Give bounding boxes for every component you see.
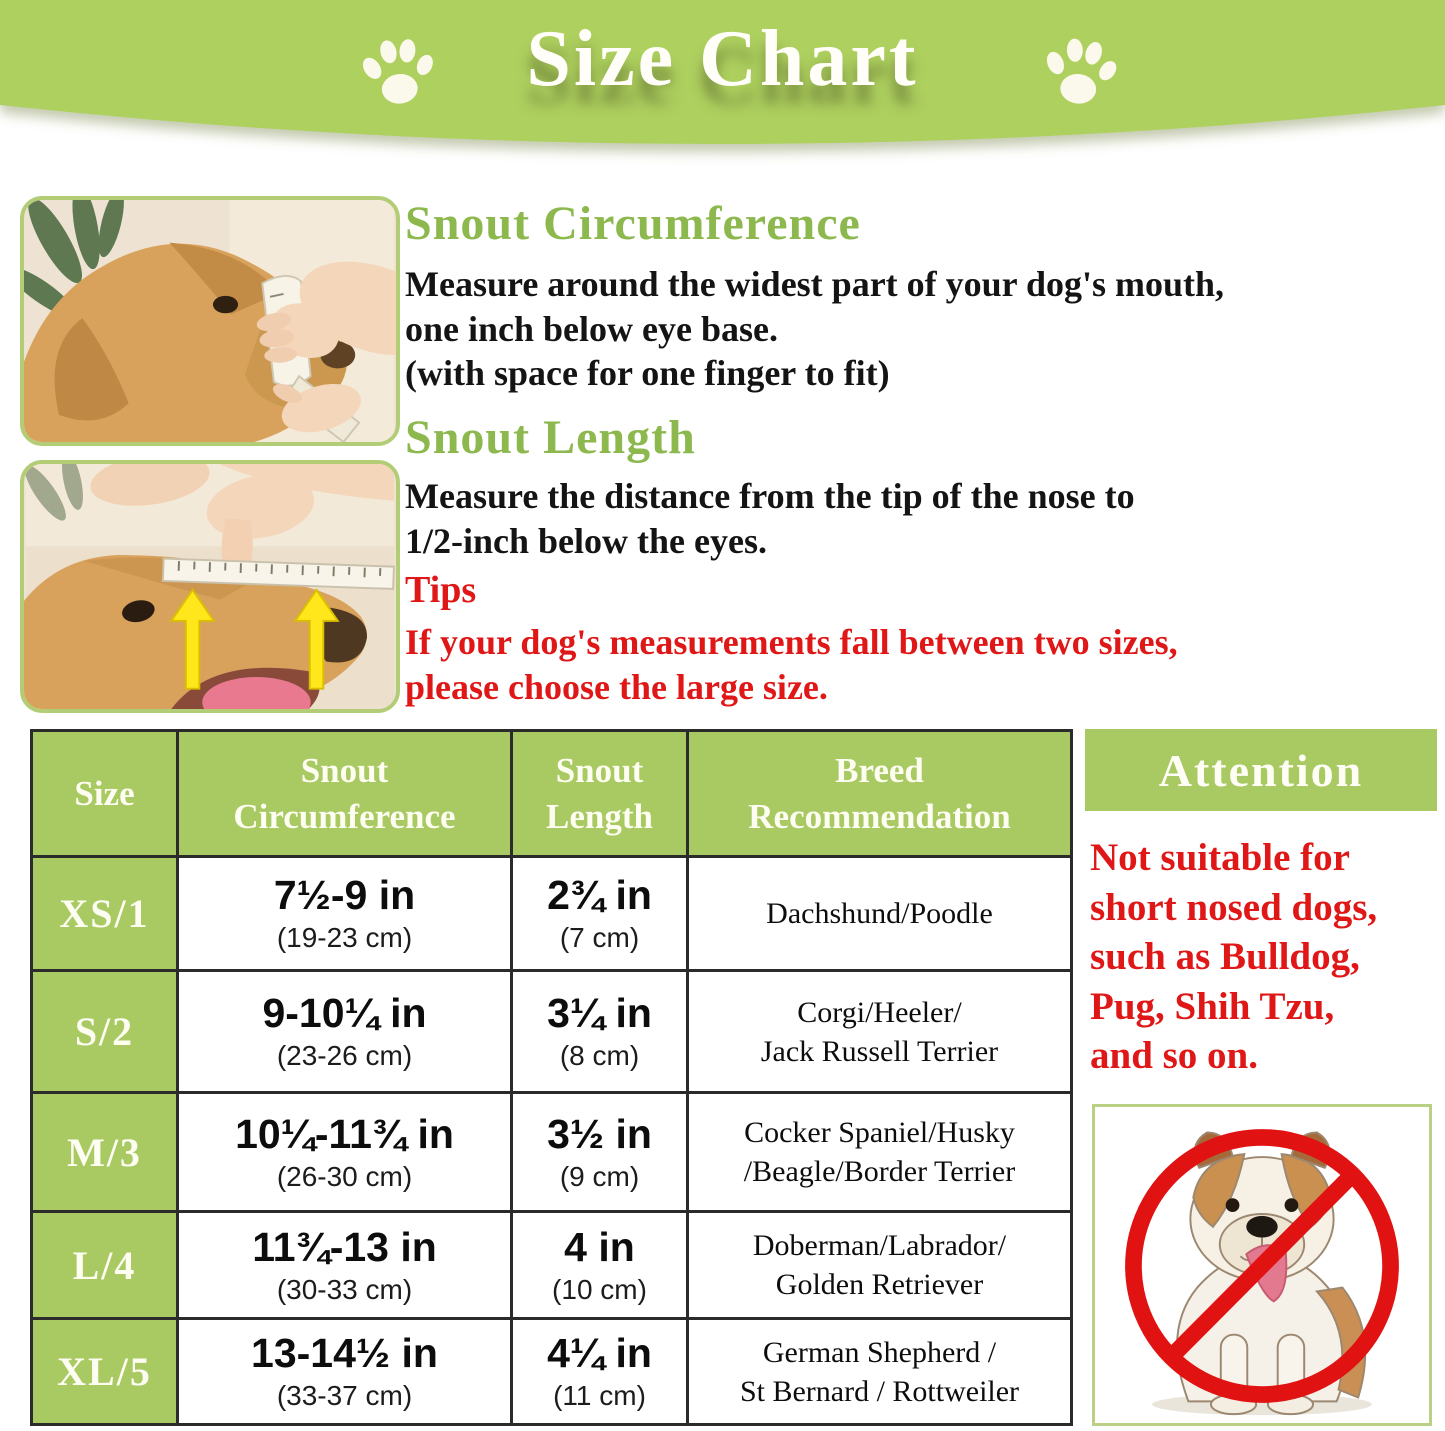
page-title: Size Chart (526, 15, 919, 103)
size-value: L/4 (30, 1210, 179, 1320)
table-row: XL/5 13-14½ in (33-37 cm) 4¼ in (11 cm) … (30, 1317, 1073, 1426)
col-header-breed: Breed Recommendation (686, 729, 1073, 858)
breed-recommendation: German Shepherd / St Bernard / Rottweile… (686, 1317, 1073, 1426)
no-sign-icon (1125, 1129, 1399, 1403)
size-table: Size Snout Circumference Snout Length Br… (30, 729, 1073, 1426)
circumference-in: 10¼-11¾ in (235, 1110, 454, 1157)
banner-background (0, 0, 1445, 144)
snout-circumference-photo (20, 196, 400, 446)
col-header-snout-length: Snout Length (510, 729, 689, 858)
breed-recommendation: Dachshund/Poodle (686, 855, 1073, 972)
length-in: 3¼ in (547, 990, 652, 1037)
tips-text: If your dog's measurements fall between … (405, 622, 1178, 707)
circumference-in: 11¾-13 in (252, 1223, 437, 1270)
length-in: 2¾ in (547, 872, 652, 919)
breed-recommendation: Cocker Spaniel/Husky /Beagle/Border Terr… (686, 1091, 1073, 1213)
length-in: 4¼ in (547, 1330, 652, 1377)
prohibited-bulldog-image (1092, 1104, 1432, 1426)
table-row: M/3 10¼-11¾ in (26-30 cm) 3½ in (9 cm) C… (30, 1091, 1073, 1213)
snout-circumference-heading: Snout Circumference (405, 197, 861, 250)
breed-recommendation: Corgi/Heeler/ Jack Russell Terrier (686, 969, 1073, 1094)
table-row: XS/1 7½-9 in (19-23 cm) 2¾ in (7 cm) Dac… (30, 855, 1073, 972)
circumference-in: 13-14½ in (251, 1330, 438, 1377)
circumference-cm: (23-26 cm) (276, 1040, 413, 1072)
paw-print-icon (362, 39, 433, 104)
circumference-cm: (30-33 cm) (276, 1273, 413, 1305)
tips-heading: Tips (405, 569, 477, 611)
size-value: S/2 (30, 969, 179, 1094)
hands (90, 464, 394, 579)
length-in: 4 in (564, 1223, 635, 1270)
hands (256, 261, 396, 433)
length-cm: (8 cm) (559, 1040, 640, 1072)
paw-print-icon (1046, 38, 1117, 104)
arrow-up-icon (169, 588, 216, 690)
length-cm: (9 cm) (559, 1160, 640, 1192)
circumference-in: 9-10¼ in (262, 990, 427, 1037)
table-header-row: Size Snout Circumference Snout Length Br… (30, 729, 1073, 858)
circumference-cm: (26-30 cm) (276, 1160, 413, 1192)
plant-leaves (24, 464, 83, 521)
attention-text: Not suitable for short nosed dogs, such … (1090, 836, 1378, 1078)
size-value: XS/1 (30, 855, 179, 972)
snout-length-photo (20, 460, 400, 713)
breed-recommendation: Doberman/Labrador/ Golden Retriever (686, 1210, 1073, 1320)
snout-circumference-text: Measure around the widest part of your d… (405, 264, 1225, 394)
length-in: 3½ in (547, 1110, 652, 1157)
arrow-up-icon (293, 588, 340, 690)
length-cm: (10 cm) (552, 1273, 647, 1305)
table-row: L/4 11¾-13 in (30-33 cm) 4 in (10 cm) Do… (30, 1210, 1073, 1320)
length-cm: (7 cm) (559, 922, 640, 954)
col-header-snout-circumference: Snout Circumference (176, 729, 513, 858)
size-value: M/3 (30, 1091, 179, 1213)
length-cm: (11 cm) (553, 1380, 646, 1412)
attention-heading: Attention (1085, 729, 1437, 811)
snout-length-heading: Snout Length (405, 411, 696, 464)
measuring-tape (161, 557, 395, 590)
circumference-cm: (19-23 cm) (276, 922, 413, 954)
circumference-cm: (33-37 cm) (276, 1380, 413, 1412)
circumference-in: 7½-9 in (273, 872, 416, 919)
size-value: XL/5 (30, 1317, 179, 1426)
snout-length-text: Measure the distance from the tip of the… (405, 476, 1135, 561)
table-row: S/2 9-10¼ in (23-26 cm) 3¼ in (8 cm) Cor… (30, 969, 1073, 1094)
col-header-size: Size (30, 729, 179, 858)
